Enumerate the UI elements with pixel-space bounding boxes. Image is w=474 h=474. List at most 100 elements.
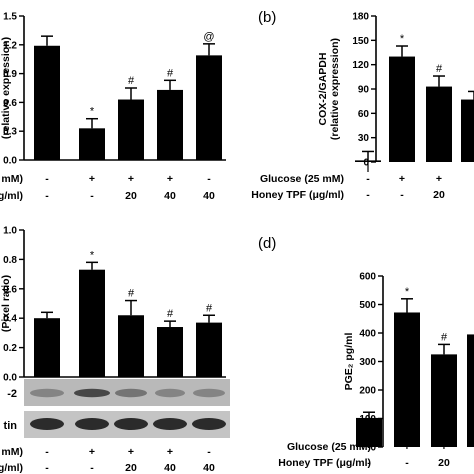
bar-c [34,318,60,377]
bar-d [431,354,457,447]
y-tick-label-b: 150 [352,36,369,47]
significance-marker-a: @ [203,31,214,43]
honey-row-label-a: μg/ml) [0,190,23,202]
y-tick-label-a: 1.2 [3,40,17,51]
bar-b [461,99,474,162]
glucose-value-a: - [207,173,211,185]
bar-a [79,128,105,160]
significance-marker-c: * [90,249,95,261]
bar-b [426,86,452,162]
blot-band-actin [153,418,187,430]
glucose-value-d: + [441,441,447,453]
y-axis-title-b: COX-2/GAPDH [317,53,329,126]
blot-band-cox2 [115,388,147,398]
glucose-row-label-a: mM) [1,173,23,185]
honey-value-a: - [90,190,94,202]
glucose-value-c: - [207,446,211,458]
glucose-value-b: + [436,173,442,185]
glucose-value-c: + [128,446,134,458]
glucose-value-a: - [45,173,49,185]
blot-band-actin [30,418,64,430]
honey-value-b: - [400,189,404,201]
y-tick-label-b: 180 [352,12,369,23]
bar-a [157,89,183,160]
significance-marker-a: # [167,67,174,79]
glucose-value-d: - [367,441,371,453]
bar-c [79,269,105,377]
honey-value-c: 40 [203,462,215,474]
glucose-value-d: + [404,441,410,453]
honey-value-c: - [45,462,49,474]
y-axis-subtitle-b: (relative expression) [329,38,341,140]
glucose-row-label-d: Glucose (25 mM) [287,441,371,453]
y-axis-title-d: PGE₂ pg/ml [343,333,355,391]
blot-strip-cox2 [24,379,230,406]
y-tick-label-a: 1.5 [3,12,17,23]
honey-value-c: - [90,462,94,474]
bar-c [118,315,144,377]
blot-band-cox2 [155,388,185,398]
y-tick-label-d: 400 [359,329,376,340]
significance-marker-b: * [400,33,405,45]
y-tick-label-c: 0.4 [3,314,17,325]
glucose-value-a: + [167,173,173,185]
bar-a [196,55,222,160]
honey-row-label-c: μg/ml) [0,462,23,474]
blot-band-cox2 [74,388,110,398]
honey-value-b: 20 [433,189,445,201]
y-tick-label-a: 0.6 [3,98,17,109]
y-tick-label-b: 90 [358,85,370,96]
significance-marker-d: * [405,286,410,298]
y-tick-label-c: 0.8 [3,255,17,266]
significance-marker-c: # [167,308,174,320]
honey-value-b: - [366,189,370,201]
significance-marker-a: * [90,106,95,118]
glucose-value-c: + [89,446,95,458]
honey-value-c: 40 [164,462,176,474]
panel-label-d: (d) [258,235,276,252]
y-tick-label-c: 0.2 [3,343,17,354]
y-tick-label-a: 0.0 [3,156,17,167]
bar-d [394,312,420,447]
honey-row-label-d: Honey TPF (μg/ml) [278,457,371,469]
y-tick-label-c: 0.6 [3,284,17,295]
y-tick-label-b: 120 [352,60,369,71]
bar-b [389,56,415,162]
y-tick-label-b: 0 [363,158,369,169]
bar-d [356,417,382,447]
honey-value-a: 40 [164,190,176,202]
bar-a [118,99,144,160]
y-axis-title-c: (Pixel ratio) [0,275,12,332]
y-tick-label-b: 60 [358,109,370,120]
glucose-value-a: + [89,173,95,185]
significance-marker-c: # [206,302,213,314]
honey-value-d: - [405,457,409,469]
bar-c [196,322,222,377]
honey-value-d: - [367,457,371,469]
y-tick-label-c: 1.0 [3,226,17,237]
blot-label-cox2: -2 [7,388,17,400]
glucose-row-label-b: Glucose (25 mM) [260,173,344,185]
bar-d [467,334,474,447]
blot-label-actin: tin [4,420,18,432]
significance-marker-c: # [128,288,135,300]
significance-marker-d: # [441,331,448,343]
y-tick-label-d: 200 [359,386,376,397]
y-tick-label-a: 0.3 [3,127,17,138]
honey-value-a: 40 [203,190,215,202]
significance-marker-b: # [436,63,443,75]
blot-band-cox2 [193,388,225,398]
glucose-value-a: + [128,173,134,185]
honey-value-d: 20 [438,457,450,469]
glucose-value-b: - [366,173,370,185]
y-axis-subtitle-a: (relative expression) [0,37,12,139]
significance-marker-a: # [128,75,135,87]
blot-band-actin [192,418,226,430]
panel-label-b: (b) [258,9,276,26]
bar-c [157,327,183,377]
y-tick-label-a: 0.9 [3,69,17,80]
blot-band-cox2 [30,388,64,398]
blot-band-actin [75,418,109,430]
honey-value-a: 20 [125,190,137,202]
